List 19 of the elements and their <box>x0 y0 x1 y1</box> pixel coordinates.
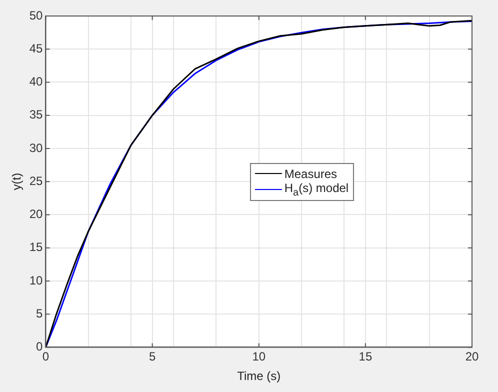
y-tick-label: 25 <box>29 174 44 188</box>
y-tick-label: 0 <box>36 340 44 354</box>
x-tick-label: 20 <box>465 350 479 364</box>
x-tick-label: 15 <box>358 350 372 364</box>
y-tick-label: 15 <box>29 240 44 254</box>
legend-label: H$_{a}$(s) model <box>284 180 349 198</box>
y-tick-label: 10 <box>29 273 44 288</box>
y-tick-label: 45 <box>29 41 44 56</box>
legend-label: Measures <box>284 166 338 181</box>
y-tick-label: 35 <box>29 108 44 122</box>
x-tick-label: 10 <box>252 350 266 364</box>
y-tick-label: 30 <box>29 140 44 155</box>
x-tick-label: 5 <box>148 350 156 364</box>
y-tick-label: 5 <box>36 306 44 320</box>
y-tick-label: 20 <box>29 207 44 222</box>
y-axis-title: y(t) <box>10 172 24 190</box>
y-tick-label: 40 <box>29 74 44 89</box>
y-tick-label: 50 <box>29 8 44 22</box>
x-axis-title: Time (s) <box>237 369 281 384</box>
